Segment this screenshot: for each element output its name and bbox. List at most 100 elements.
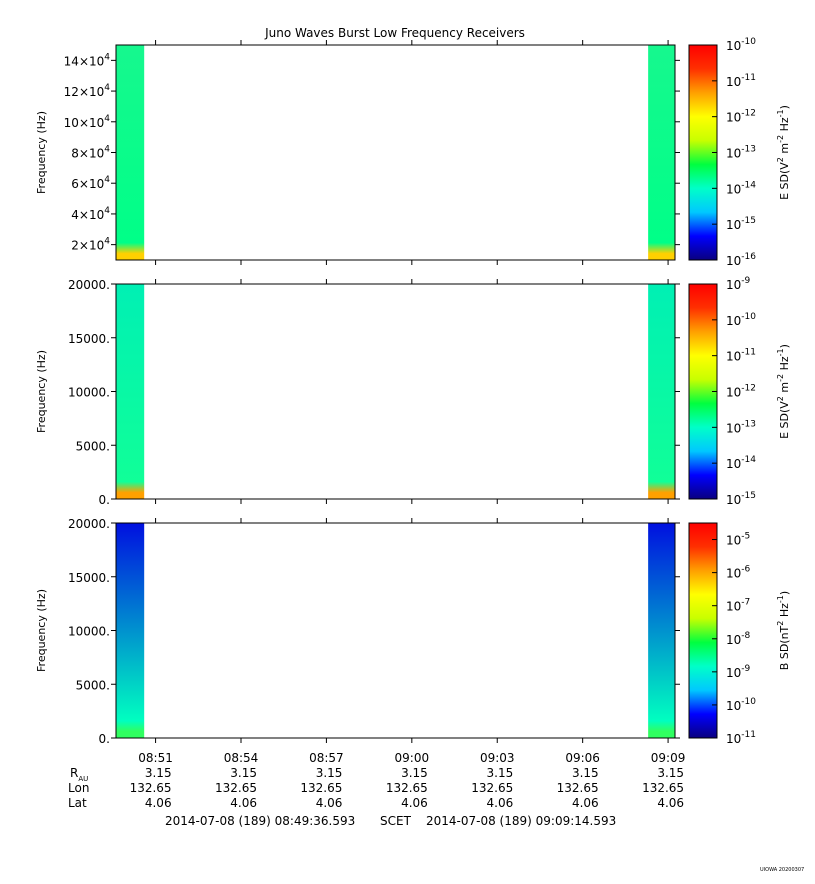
colorbar-tick-base: 10	[726, 457, 741, 471]
ephem-value-lon: 132.65	[557, 781, 599, 795]
colorbar-tick-exp: -8	[741, 631, 750, 641]
y-tick-label-base: 5000.	[76, 678, 110, 692]
ephem-value-lon: 132.65	[130, 781, 172, 795]
colorbar-tick-base: 10	[726, 699, 741, 713]
y-tick-label-base: 8×10	[71, 147, 104, 161]
y-tick-label: 5000.	[76, 678, 110, 692]
colorbar-tick-label: 10-8	[726, 631, 751, 647]
time-axis-labels: 08:51 08:54 08:57 09:00 09:03 09:06 09:09	[138, 751, 685, 765]
colorbar-tick-label: 10-16	[726, 252, 756, 268]
colorbar-title-part: m	[778, 382, 791, 396]
colorbar-title-part: B SD(nT	[778, 625, 791, 670]
colorbar-tick-label: 10-5	[726, 532, 750, 548]
ephem-value-lat: 4.06	[657, 796, 684, 810]
y-tick-label-exp: 4	[104, 114, 110, 124]
x-tick-label: 09:03	[480, 751, 515, 765]
ephem-label-r: RAU	[70, 766, 88, 783]
panel-3: 0. 5000. 10000. 15000. 20000. Frequency (Hz) 1…	[35, 517, 791, 746]
ephem-value-r: 3.15	[572, 766, 599, 780]
colorbar-title-part: )	[778, 105, 791, 109]
colorbar-tick-label: 10-7	[726, 598, 750, 614]
colorbar-tick-base: 10	[726, 350, 741, 364]
colorbar-tick-label: 10-10	[726, 312, 756, 328]
colorbar-tick-base: 10	[726, 600, 741, 614]
colorbar-tick-exp: -10	[741, 697, 756, 707]
y-tick-label: 12×104	[64, 83, 111, 99]
colorbar-title-sup: -1	[776, 109, 785, 117]
y-tick-label-exp: 4	[104, 206, 110, 216]
y-tick-label-base: 2×10	[71, 239, 104, 253]
y-tick-label-base: 0.	[99, 732, 110, 746]
colorbar-title-sup: -1	[776, 348, 785, 356]
ephem-value-lat: 4.06	[401, 796, 428, 810]
colorbar-tick-label: 10-9	[726, 664, 751, 680]
colorbar-tick-exp: -14	[741, 180, 756, 190]
ephem-value-lat: 4.06	[145, 796, 172, 810]
colorbar-tick-base: 10	[726, 182, 741, 196]
colorbar-title-part: Hz	[778, 117, 791, 135]
colorbar-tick-base: 10	[726, 254, 741, 268]
colorbar-tick-base: 10	[726, 421, 741, 435]
colorbar-tick-exp: -10	[741, 312, 756, 322]
colorbar-title-sup: 2	[776, 157, 785, 162]
colorbar-tick-base: 10	[726, 386, 741, 400]
x-tick-label: 08:54	[224, 751, 259, 765]
y-tick-label-exp: 4	[104, 52, 110, 62]
y-tick-label: 20000.	[68, 517, 110, 531]
colorbar-tick-label: 10-10	[726, 697, 756, 713]
y-tick-label: 8×104	[71, 145, 110, 161]
data-block	[648, 284, 675, 499]
y-tick-label: 15000.	[68, 571, 110, 585]
y-tick-label-base: 4×10	[71, 208, 104, 222]
ephem-value-lon: 132.65	[215, 781, 257, 795]
colorbar-tick-exp: -12	[741, 109, 756, 119]
version-stamp: UIOWA 20200307	[760, 867, 804, 873]
panel-1: 2×1044×1046×1048×10410×10412×10414×104Fr…	[35, 37, 791, 268]
ephem-value-lon: 132.65	[386, 781, 428, 795]
colorbar-tick-exp: -9	[741, 664, 750, 674]
colorbar-tick-exp: -9	[741, 276, 750, 286]
colorbar-tick-exp: -11	[741, 730, 756, 740]
ephem-label-lat: Lat	[68, 796, 87, 810]
colorbar-tick-base: 10	[726, 314, 741, 328]
ephem-label-r-main: R	[70, 766, 78, 780]
ephem-value-lat: 4.06	[230, 796, 257, 810]
ephem-value-r: 3.15	[657, 766, 684, 780]
y-tick-label-base: 12×10	[64, 85, 105, 99]
ephem-label-lon: Lon	[68, 781, 89, 795]
y-tick-label-base: 6×10	[71, 177, 104, 191]
ephem-value-r: 3.15	[487, 766, 514, 780]
colorbar-tick-label: 10-10	[726, 37, 756, 53]
data-block	[116, 523, 145, 738]
ephem-value-r: 3.15	[145, 766, 172, 780]
colorbar-tick-base: 10	[726, 567, 741, 581]
colorbar-tick-label: 10-11	[726, 348, 756, 364]
time-range-start: 2014-07-08 (189) 08:49:36.593	[165, 814, 355, 828]
colorbar-tick-exp: -5	[741, 532, 750, 542]
ephem-value-r: 3.15	[401, 766, 428, 780]
y-tick-label-base: 10×10	[64, 116, 105, 130]
y-tick-label: 0.	[99, 732, 110, 746]
ephem-value-lon: 132.65	[471, 781, 513, 795]
colorbar-tick-exp: -16	[741, 252, 756, 262]
y-tick-label: 10×104	[64, 114, 111, 130]
x-tick-label: 08:51	[138, 751, 173, 765]
colorbar-tick-label: 10-12	[726, 384, 756, 400]
colorbar-title-part: E SD(V	[778, 162, 791, 200]
colorbar-tick-base: 10	[726, 218, 741, 232]
y-tick-label: 10000.	[68, 625, 110, 639]
y-tick-label-exp: 4	[104, 83, 110, 93]
colorbar-tick-base: 10	[726, 732, 741, 746]
plot-frame	[115, 522, 676, 739]
time-range-end: 2014-07-08 (189) 09:09:14.593	[426, 814, 616, 828]
panels: 2×1044×1046×1048×10410×10412×10414×104Fr…	[35, 37, 791, 746]
y-tick-label-exp: 4	[104, 237, 110, 247]
time-range-mid: SCET	[380, 814, 412, 828]
colorbar-tick-label: 10-11	[726, 73, 756, 89]
ephem-value-lat: 4.06	[316, 796, 343, 810]
ephem-value-lat: 4.06	[572, 796, 599, 810]
y-tick-label-base: 10000.	[68, 386, 110, 400]
colorbar-tick-exp: -14	[741, 455, 756, 465]
